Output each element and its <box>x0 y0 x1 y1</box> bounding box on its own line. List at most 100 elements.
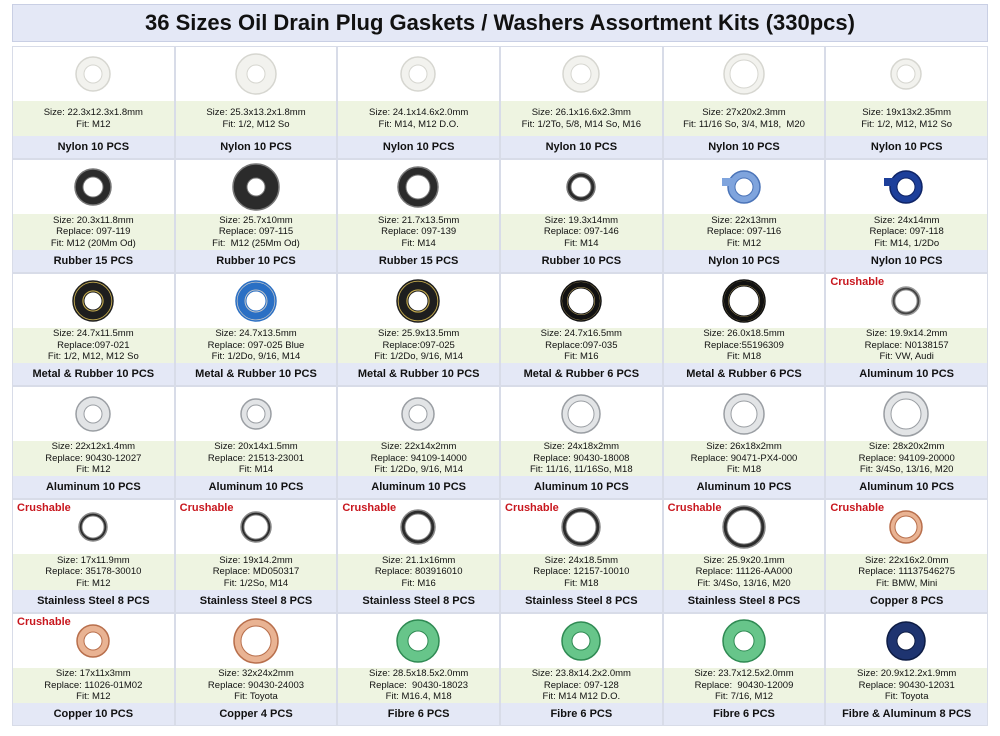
product-label: Fibre 6 PCS <box>501 703 662 725</box>
product-label: Nylon 10 PCS <box>338 136 499 159</box>
spec-line: Replace: 11026-01M02 <box>44 679 143 691</box>
spec-line: Replace: 097-146 <box>543 226 619 238</box>
spec-line: Size: 24x18.5mm <box>544 554 619 566</box>
specs: Size: 25.9x13.5mm Replace:097-025 Fit: 1/2… <box>338 327 499 363</box>
badge: Crushable <box>505 502 559 515</box>
specs: Size: 26x18x2mm Replace: 90471-PX4-000 Fit… <box>663 441 825 477</box>
product-label: Fibre & Aluminum 8 PCS <box>826 703 987 725</box>
spec-line: Replace:097-021 <box>57 339 130 351</box>
product-image: Crushable <box>826 500 987 555</box>
product-label: Metal & Rubber 6 PCS <box>501 363 662 385</box>
spec-line: Size: 19.3x14mm <box>544 214 619 226</box>
product-cell: Size: 28.5x18.5x2.0mm Replace: 90430-1802… <box>338 613 499 725</box>
spec-line: Replace: 097-116 <box>706 226 782 238</box>
product-cell: Size: 20.3x11.8mm Replace: 097-119 Fit: M1… <box>13 160 174 272</box>
product-image <box>175 273 337 328</box>
product-label: Nylon 10 PCS <box>501 136 662 159</box>
washer-hole <box>894 515 918 539</box>
product-image <box>663 273 825 328</box>
specs: Size: 19.3x14mm Replace: 097-146 Fit: M14 <box>501 214 662 250</box>
product-image <box>13 273 174 328</box>
product-image <box>501 47 662 101</box>
product-label: Stainless Steel 8 PCS <box>338 589 499 612</box>
washer-icon <box>561 394 601 434</box>
product-label: Aluminum 10 PCS <box>663 476 825 499</box>
specs: Size: 19.9x14.2mm Replace: N0138157 Fit: V… <box>826 327 987 363</box>
product-label: Nylon 10 PCS <box>175 136 337 159</box>
specs: Size: 25.7x10mm Replace: 097-115 Fit: M12 … <box>175 214 337 250</box>
washer-hole <box>570 63 592 85</box>
washer-hole <box>407 630 429 652</box>
product-cell: Size: 20.9x12.2x1.9mm Replace: 90430-1203… <box>826 613 987 725</box>
specs: Size: 22x13mm Replace: 097-116 Fit: M12 <box>663 214 825 250</box>
spec-line: Size: 20x14x1.5mm <box>214 441 298 453</box>
washer-icon <box>884 170 924 205</box>
product-cell: Size: 26.0x18.5mm Replace:55196309 Fit: M1… <box>663 273 825 385</box>
spec-line: Fit: M14 <box>401 237 436 249</box>
washer-seal <box>74 282 112 320</box>
spec-line: Size: 24.1x14.6x2.0mm <box>369 107 469 119</box>
washer-hole <box>83 404 103 424</box>
washer-hole <box>571 631 591 651</box>
product-label: Rubber 10 PCS <box>175 249 337 272</box>
spec-line: Replace: 35178-30010 <box>45 566 142 578</box>
specs: Size: 22x16x2.0mm Replace: 11137546275 Fit… <box>826 554 987 590</box>
product-cell: Size: 24.1x14.6x2.0mm Fit: M14, M12 D.O. N… <box>338 47 499 159</box>
washer-icon <box>721 618 766 663</box>
washer-hole <box>246 404 266 424</box>
washer-hole <box>245 290 267 312</box>
washer-hole <box>81 515 105 539</box>
washer-icon <box>397 166 440 209</box>
product-image <box>826 387 987 441</box>
specs: Size: 23.7x12.5x2.0mm Replace: 90430-1200… <box>663 667 825 703</box>
specs: Size: 21.7x13.5mm Replace: 097-139 Fit: M1… <box>338 214 499 250</box>
washer-icon <box>396 618 441 663</box>
spec-line: Fit: 1/2, M12, M12 So <box>861 118 953 130</box>
washer-icon <box>890 58 923 90</box>
product-image <box>338 613 499 668</box>
washer-icon <box>561 620 601 661</box>
washer-hole <box>407 290 429 312</box>
specs: Size: 20x14x1.5mm Replace: 21513-23001 Fit… <box>175 441 337 477</box>
specs: Size: 20.3x11.8mm Replace: 097-119 Fit: M1… <box>13 214 174 250</box>
spec-line: Size: 28.5x18.5x2.0mm <box>369 668 469 680</box>
product-label: Rubber 15 PCS <box>338 249 499 272</box>
washer-hole <box>728 285 760 317</box>
product-cell: Crushable Size: 21.1x16mm Replace: 8039160… <box>338 500 499 612</box>
product-label: Nylon 10 PCS <box>663 136 825 159</box>
product-image <box>826 47 987 101</box>
spec-line: Fit: M18 <box>726 464 762 476</box>
spec-line: Size: 24x18x2mm <box>543 441 620 453</box>
spec-line: Replace: 90430-12031 <box>858 679 955 691</box>
spec-line: Size: 25.9x20.1mm <box>703 554 785 566</box>
spec-line: Fit: M12 (20Mm Od) <box>50 237 136 249</box>
washer-icon <box>722 393 765 435</box>
washer-icon <box>76 623 110 658</box>
specs: Size: 24x14mm Replace: 097-118 Fit: M14, 1… <box>826 214 987 250</box>
spec-line: Size: 25.7x10mm <box>219 214 293 226</box>
product-cell: Size: 28x20x2mm Replace: 94109-20000 Fit: … <box>826 387 987 499</box>
washer-seal <box>398 281 438 321</box>
spec-line: Fit: M14, 1/2Do <box>874 237 940 249</box>
spec-line: Fit: 1/2Do, 9/16, M14 <box>211 351 301 363</box>
product-label: Nylon 10 PCS <box>826 249 987 272</box>
washer-icon <box>722 53 765 95</box>
spec-line: Size: 26x18x2mm <box>706 441 782 453</box>
washer-seal <box>562 281 600 320</box>
product-label: Aluminum 10 PCS <box>175 476 337 499</box>
washer-icon <box>560 279 602 322</box>
washer-icon <box>239 511 272 544</box>
product-cell: Size: 32x24x2mm Replace: 90430-24003 Fit: … <box>175 613 337 725</box>
product-image <box>175 160 337 215</box>
spec-line: Replace: 097-139 <box>381 226 457 238</box>
spec-line: Size: 17x11.9mm <box>56 554 130 566</box>
product-cell: Size: 23.8x14.2x2.0mm Replace: 097-128 Fit… <box>501 613 662 725</box>
spec-line: Replace: 90430-12027 <box>45 452 142 464</box>
product-cell: Size: 27x20x2.3mm Fit: 11/16 So, 3/4, M18… <box>663 47 825 159</box>
spec-line: Size: 19.9x14.2mm <box>866 328 948 340</box>
washer-hole <box>82 176 104 198</box>
badge: Crushable <box>667 502 722 515</box>
spec-line: Replace: 097-118 <box>869 226 944 238</box>
product-grid: Size: 22.3x12.3x1.8mm Fit: M12 Nylon 10 PC… <box>12 46 988 726</box>
washer-hole <box>567 287 595 315</box>
